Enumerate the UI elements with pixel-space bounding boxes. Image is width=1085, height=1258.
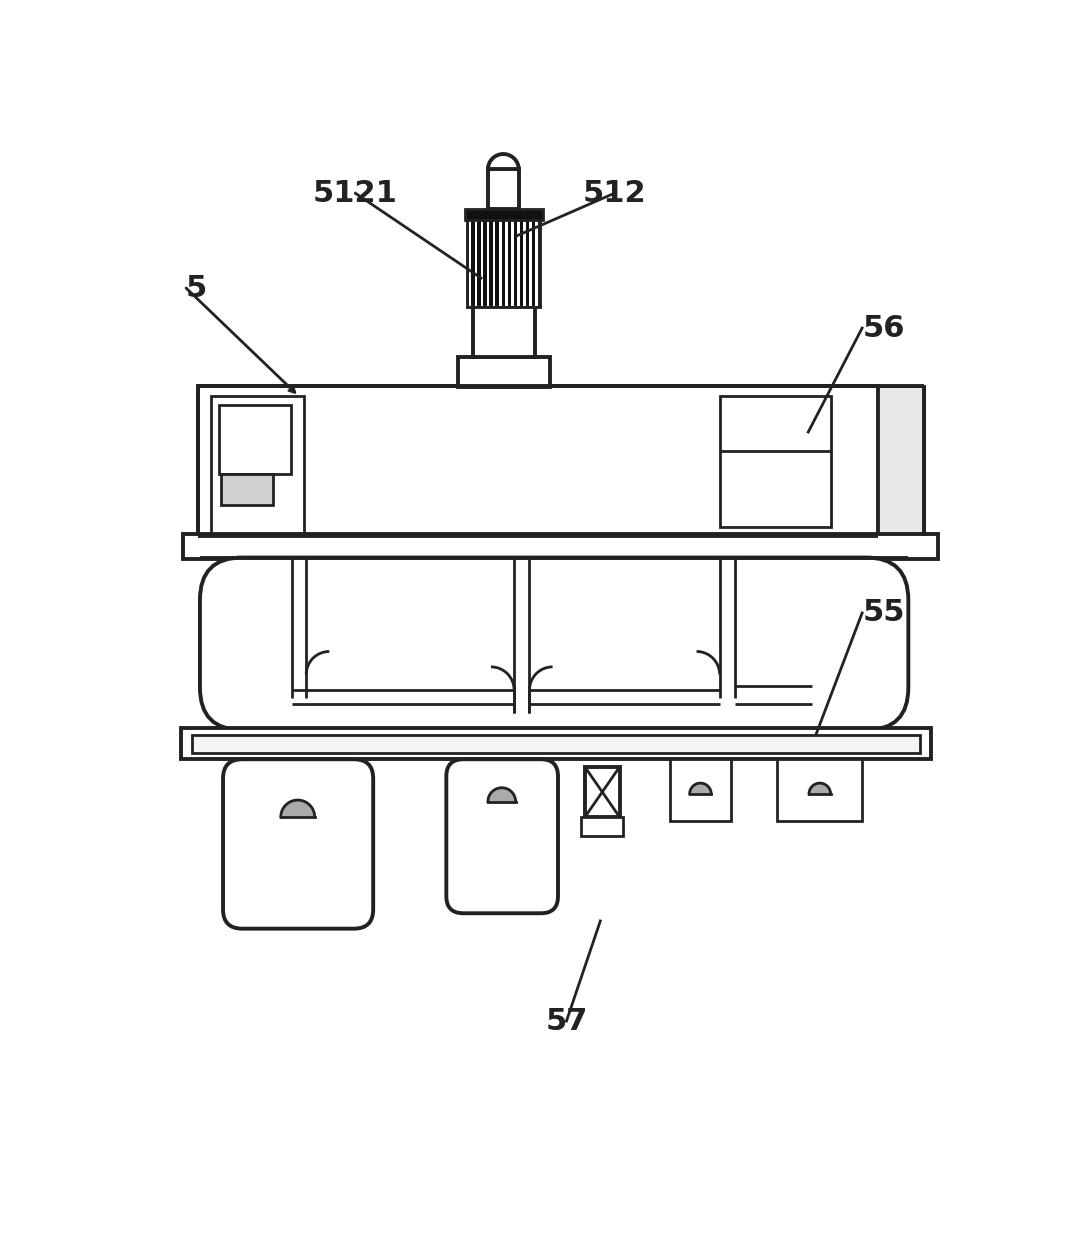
Bar xyxy=(481,220,484,306)
FancyBboxPatch shape xyxy=(446,760,558,913)
Bar xyxy=(219,405,291,474)
Bar xyxy=(468,219,540,307)
Text: 5121: 5121 xyxy=(314,179,398,208)
Bar xyxy=(523,220,525,306)
Bar xyxy=(778,760,863,821)
Bar xyxy=(464,209,544,220)
Bar xyxy=(516,220,520,306)
Bar xyxy=(878,386,923,536)
Bar xyxy=(458,357,550,386)
Text: 56: 56 xyxy=(863,313,905,342)
Text: 5: 5 xyxy=(187,273,207,302)
Bar xyxy=(474,220,477,306)
Bar xyxy=(199,386,878,536)
Bar xyxy=(582,816,624,837)
Polygon shape xyxy=(488,788,515,801)
Text: 55: 55 xyxy=(863,599,905,628)
Bar xyxy=(487,220,489,306)
Bar xyxy=(669,760,731,821)
Bar xyxy=(221,474,273,506)
Polygon shape xyxy=(690,784,711,794)
Polygon shape xyxy=(281,800,315,816)
Bar xyxy=(511,220,513,306)
Polygon shape xyxy=(488,153,519,170)
Polygon shape xyxy=(809,784,830,794)
Bar xyxy=(183,535,937,559)
Bar xyxy=(719,396,831,527)
Bar xyxy=(535,220,538,306)
FancyBboxPatch shape xyxy=(224,760,373,928)
FancyBboxPatch shape xyxy=(200,557,908,730)
Bar xyxy=(499,220,501,306)
Text: 512: 512 xyxy=(583,179,646,208)
Bar xyxy=(529,220,532,306)
Bar xyxy=(212,396,304,535)
Bar xyxy=(585,767,620,816)
Text: 57: 57 xyxy=(546,1006,588,1035)
Bar xyxy=(192,735,920,754)
Bar xyxy=(493,220,496,306)
Bar xyxy=(181,728,931,760)
Bar xyxy=(469,220,471,306)
Bar xyxy=(505,220,508,306)
Bar xyxy=(488,170,519,210)
Bar xyxy=(473,304,535,357)
